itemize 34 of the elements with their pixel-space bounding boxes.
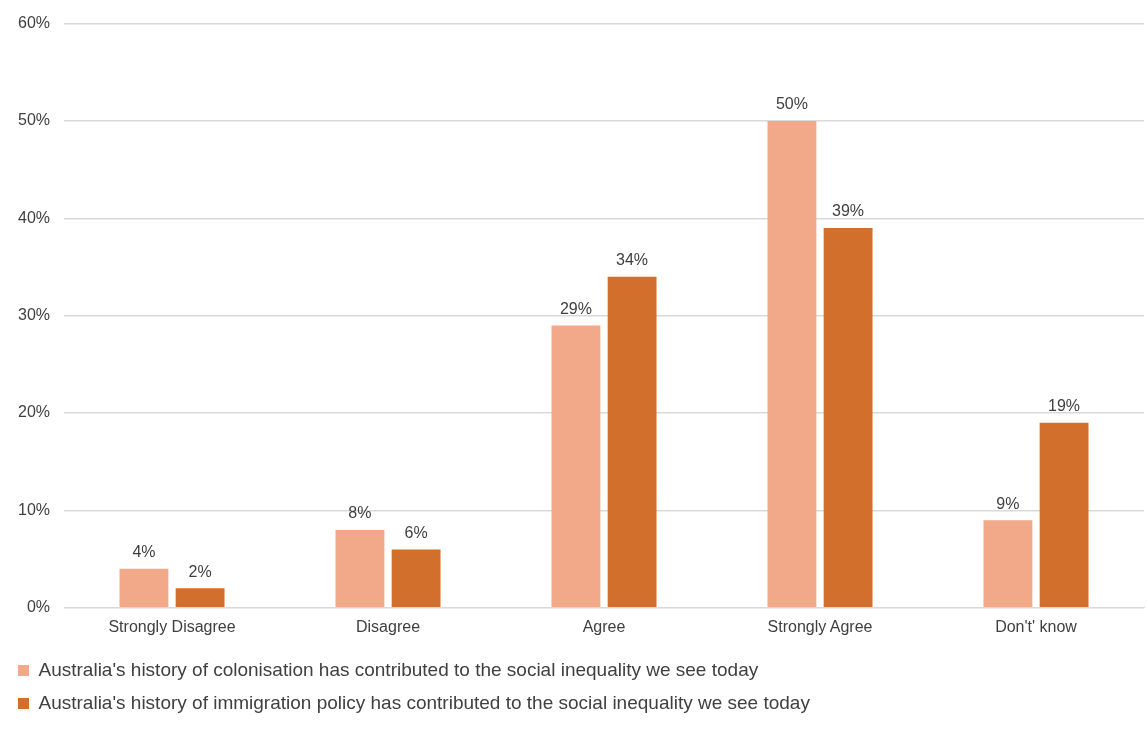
- bar: [119, 568, 169, 608]
- bar: [335, 529, 385, 608]
- bar: [767, 120, 817, 608]
- y-tick-label: 50%: [17, 111, 51, 129]
- data-label: 6%: [404, 523, 428, 541]
- bar: [551, 325, 601, 608]
- x-tick-label: Don't' know: [995, 617, 1078, 635]
- bar: [983, 520, 1033, 608]
- data-label: 29%: [559, 299, 592, 317]
- data-label: 2%: [188, 562, 212, 580]
- data-label: 19%: [1048, 397, 1081, 415]
- bar: [607, 276, 657, 608]
- y-tick-label: 10%: [17, 500, 51, 518]
- data-label: 8%: [348, 504, 372, 522]
- y-tick-label: 20%: [17, 403, 51, 421]
- x-tick-label: Strongly Disagree: [108, 617, 236, 635]
- x-tick-label: Disagree: [356, 617, 421, 635]
- legend-label: Australia's history of immigration policy has contributed to the social inequality we see today: [38, 691, 811, 713]
- y-tick-label: 40%: [17, 208, 51, 226]
- data-label: 50%: [775, 95, 808, 113]
- data-label: 4%: [132, 543, 156, 561]
- legend-label: Australia's history of colonisation has contributed to the social inequality we see today: [38, 658, 759, 680]
- y-tick-label: 60%: [17, 14, 51, 32]
- data-label: 34%: [616, 251, 649, 269]
- data-label: 9%: [996, 494, 1020, 512]
- x-tick-label: Agree: [582, 617, 626, 635]
- x-tick-label: Strongly Agree: [767, 617, 873, 635]
- bar: [391, 549, 441, 608]
- bar: [823, 228, 873, 608]
- bar: [1039, 422, 1089, 608]
- bar: [175, 588, 225, 608]
- y-tick-label: 30%: [17, 306, 51, 324]
- y-tick-label: 0%: [26, 598, 51, 616]
- data-label: 39%: [832, 202, 865, 220]
